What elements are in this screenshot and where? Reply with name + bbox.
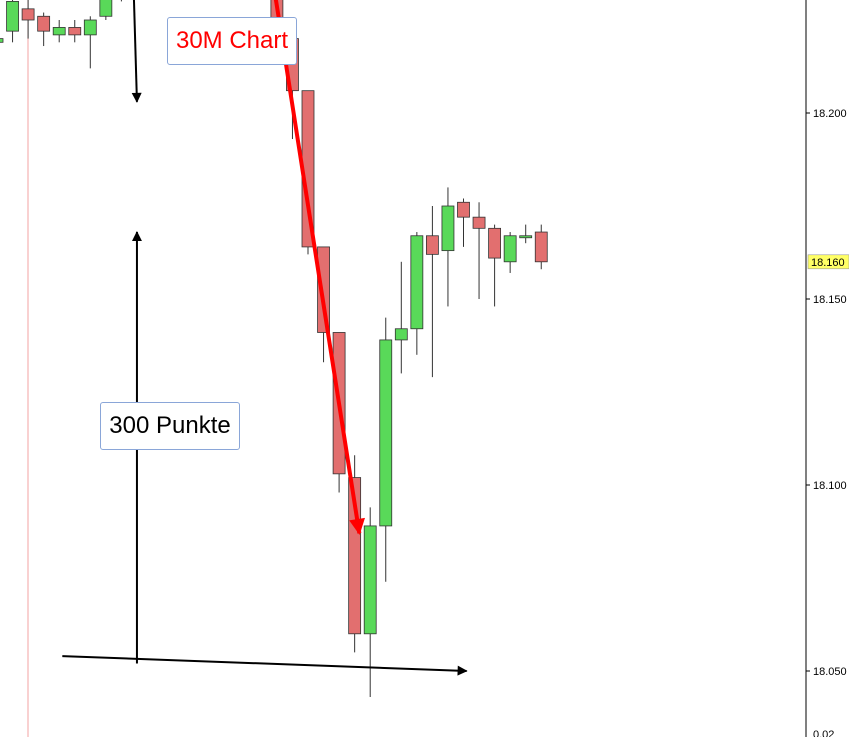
candle [99, 0, 113, 20]
candle [394, 261, 408, 374]
candle [6, 0, 19, 43]
candle [0, 38, 4, 43]
candle-body-up [410, 235, 424, 330]
price-tick-label: 18.150 [813, 294, 847, 306]
price-tick-label: 18.100 [813, 480, 847, 492]
candle-body-down [68, 27, 82, 36]
black-arrow [131, 0, 142, 103]
black-arrow [62, 655, 468, 676]
candle-body-down [37, 15, 51, 32]
candle-body-up [503, 235, 517, 263]
candle [519, 224, 533, 244]
candles-layer [0, 0, 548, 698]
candle-body-up [0, 38, 4, 43]
candle-body-up [379, 339, 393, 527]
candle-body-down [534, 231, 548, 263]
candle [363, 507, 377, 698]
reference-lines [27, 0, 29, 737]
candle [68, 20, 82, 43]
price-axis: 18.40018.35018.30018.25018.20018.15018.1… [805, 0, 849, 737]
candle [120, 0, 122, 2]
current-price-badge-text: 18.160 [811, 257, 845, 269]
current-price-badge: 18.160 [807, 254, 849, 270]
price-tick-label: 18.200 [813, 108, 847, 120]
candle [379, 317, 393, 582]
candle [83, 16, 97, 69]
candle-body-down [457, 201, 470, 218]
candle-body-up [441, 205, 455, 252]
candle-body-up [394, 328, 408, 341]
red-arrow [273, 0, 365, 535]
points-note-text: 300 Punkte [109, 412, 231, 439]
candle [488, 224, 502, 307]
candle-body-down [21, 8, 35, 21]
candle-body-up [519, 235, 533, 239]
candle-body-down [425, 235, 439, 255]
candle [534, 224, 548, 270]
candle-body-down [472, 216, 486, 229]
candle [21, 0, 35, 39]
candle [457, 198, 470, 247]
candle [425, 206, 439, 378]
points-note: 300 Punkte [100, 402, 240, 450]
candle [52, 20, 66, 43]
candle [37, 12, 51, 47]
candle-body-up [6, 0, 19, 32]
candle [503, 232, 517, 273]
candle [472, 202, 486, 299]
candle [441, 187, 455, 307]
candle [410, 232, 424, 355]
candle-body-down [488, 227, 502, 259]
candle-body-up [52, 27, 66, 36]
candle-body-up [83, 19, 97, 36]
timeframe-note-text: 30M Chart [175, 27, 289, 54]
timeframe-note: 30M Chart [167, 17, 297, 65]
candle-body-up [363, 525, 377, 635]
bottom-axis-label: 0.02 [813, 729, 834, 737]
candle [301, 90, 315, 255]
price-tick-label: 18.050 [813, 666, 847, 678]
candle-body-up [99, 0, 113, 17]
current-price-badge-bg [807, 254, 849, 270]
